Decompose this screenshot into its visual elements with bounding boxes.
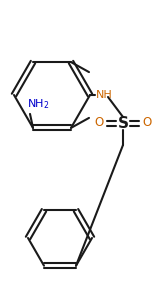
Text: NH: NH [96, 90, 113, 100]
Text: NH$_2$: NH$_2$ [27, 97, 49, 111]
Text: S: S [117, 116, 129, 131]
Text: O: O [94, 117, 104, 129]
Text: O: O [142, 117, 152, 129]
